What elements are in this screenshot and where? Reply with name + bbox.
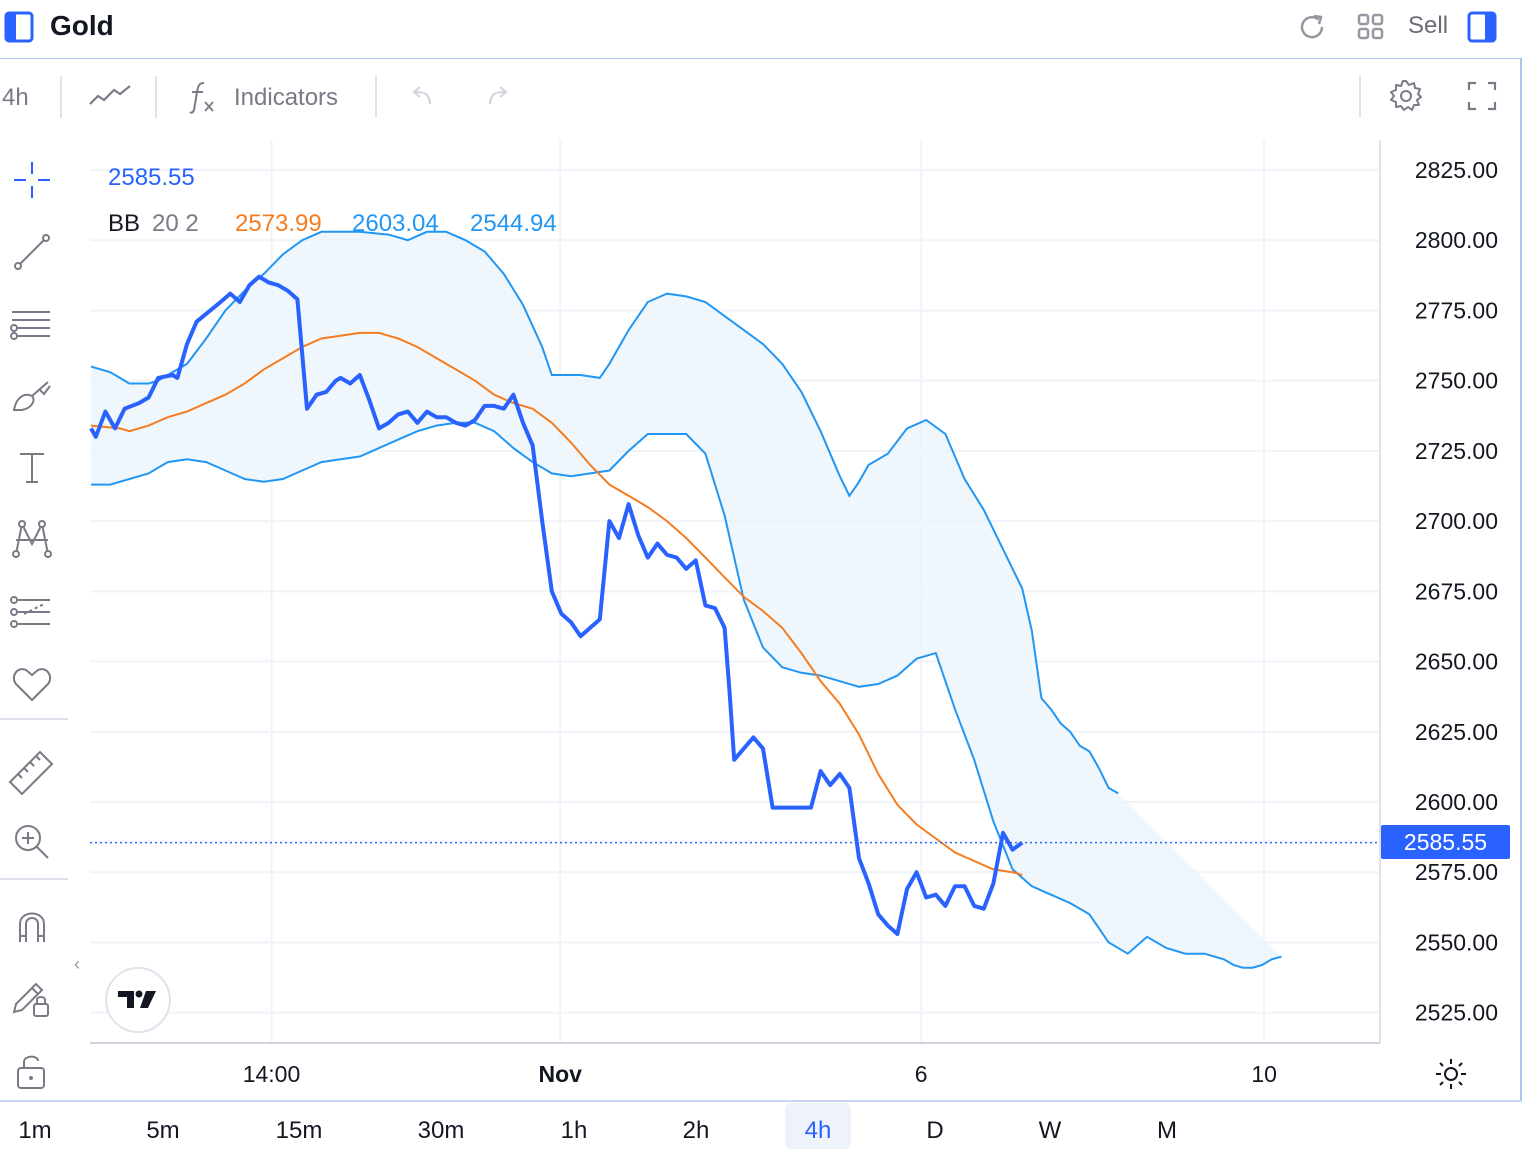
band-fill [91, 231, 1282, 968]
grid-layout-icon[interactable] [1356, 12, 1386, 42]
drawing-toolbar [0, 140, 68, 1100]
y-tick-label: 2625.00 [1415, 719, 1498, 745]
trendline-icon[interactable] [12, 232, 52, 272]
x-axis: 14:00Nov6101419 [243, 1061, 1277, 1087]
projection-icon[interactable] [10, 592, 54, 632]
interval-bar [0, 1100, 1522, 1154]
interval-5m[interactable]: 5m [146, 1117, 180, 1144]
sidebar-toggle-icon[interactable] [4, 11, 34, 43]
brush-icon[interactable] [10, 378, 54, 418]
legend-indicator-name[interactable]: BB [108, 210, 141, 237]
lock-icon[interactable] [14, 1052, 50, 1092]
interval-1m[interactable]: 1m [18, 1117, 52, 1144]
zoom-in-icon[interactable] [10, 820, 54, 864]
favorite-icon[interactable] [10, 664, 54, 704]
toolbar-divider [155, 76, 157, 118]
settings-icon[interactable] [1388, 78, 1424, 114]
interval-M[interactable]: M [1157, 1117, 1177, 1144]
toolbar-divider [60, 76, 62, 118]
magnet-icon[interactable] [12, 906, 52, 946]
x-tick-label: Nov [539, 1061, 583, 1087]
y-tick-label: 2650.00 [1415, 649, 1498, 675]
legend-lower-value: 2544.94 [470, 210, 557, 237]
crosshair-icon[interactable] [12, 160, 52, 200]
legend-upper-value: 2603.04 [352, 210, 439, 237]
interval-15m[interactable]: 15m [275, 1117, 323, 1144]
lock-drawing-icon[interactable] [10, 978, 54, 1020]
sidebar-right-icon[interactable] [1466, 11, 1498, 43]
x-tick-label: 6 [915, 1061, 928, 1087]
legend-indicator-params: 20 2 [152, 210, 199, 237]
series-lines [89, 230, 1380, 969]
interval-4h[interactable]: 4h [785, 1103, 851, 1149]
interval-30m[interactable]: 30m [417, 1117, 465, 1144]
legend-basis-value: 2573.99 [235, 210, 322, 237]
interval-W[interactable]: W [1038, 1117, 1062, 1144]
pattern-icon[interactable] [10, 518, 54, 560]
series-bb-basis [90, 331, 1023, 876]
indicators-button[interactable]: Indicators [234, 84, 339, 111]
x-tick-label: 14:00 [243, 1061, 301, 1087]
series-bb-upper [90, 230, 1119, 795]
toolbar-divider [375, 76, 377, 118]
chart-toolbar: 4h Indicators [0, 58, 1522, 138]
fx-icon[interactable] [188, 80, 218, 114]
y-tick-label: 2825.00 [1415, 157, 1498, 183]
line-chart-icon[interactable] [88, 82, 132, 110]
y-tick-label: 2550.00 [1415, 929, 1498, 955]
interval-button[interactable]: 4h [2, 84, 29, 111]
tools-divider [0, 718, 68, 720]
y-tick-label: 2675.00 [1415, 578, 1498, 604]
symbol-title[interactable]: Gold [50, 10, 114, 41]
ruler-icon[interactable] [6, 746, 56, 796]
fib-icon[interactable] [10, 306, 54, 346]
legend-last-price: 2585.55 [108, 164, 195, 191]
sell-button[interactable]: Sell [1408, 12, 1449, 39]
y-tick-label: 2700.00 [1415, 508, 1498, 534]
axis-settings-icon[interactable] [1434, 1057, 1468, 1091]
x-tick-label: 10 [1251, 1061, 1277, 1087]
chart-area[interactable]: 2825.00 2800.00 2775.00 2750.00 2725.00 2700.… [0, 140, 1522, 1100]
last-price-tag: 2585.55 [1381, 825, 1510, 859]
toolbar-divider [1359, 76, 1361, 118]
y-tick-label: 2775.00 [1415, 297, 1498, 323]
collapse-left-icon[interactable]: ‹ [74, 954, 80, 974]
y-axis: 2825.00 2800.00 2775.00 2750.00 2725.00 2700.… [1415, 157, 1498, 1026]
text-icon[interactable] [12, 448, 52, 488]
interval-D[interactable]: D [926, 1117, 944, 1144]
y-tick-label: 2575.00 [1415, 859, 1498, 885]
y-tick-label: 2750.00 [1415, 368, 1498, 394]
series-gold-price [89, 274, 1024, 936]
header-bar: Gold Sell [0, 0, 1522, 59]
chart-canvas[interactable]: 2825.00 2800.00 2775.00 2750.00 2725.00 2700.… [0, 140, 1522, 1100]
right-border [1520, 58, 1522, 1100]
interval-2h[interactable]: 2h [682, 1117, 710, 1144]
fullscreen-icon[interactable] [1466, 80, 1498, 112]
y-tick-label: 2525.00 [1415, 1000, 1498, 1026]
redo-icon[interactable] [484, 84, 512, 108]
undo-icon[interactable] [408, 84, 436, 108]
y-tick-label: 2600.00 [1415, 789, 1498, 815]
refresh-icon[interactable] [1296, 11, 1328, 43]
tradingview-logo[interactable] [104, 966, 172, 1034]
y-tick-label: 2800.00 [1415, 227, 1498, 253]
tools-divider [0, 878, 68, 880]
series-bb-lower [91, 421, 1282, 969]
y-tick-label: 2725.00 [1415, 438, 1498, 464]
interval-1h[interactable]: 1h [560, 1117, 588, 1144]
bollinger-band-fill [91, 231, 1282, 968]
